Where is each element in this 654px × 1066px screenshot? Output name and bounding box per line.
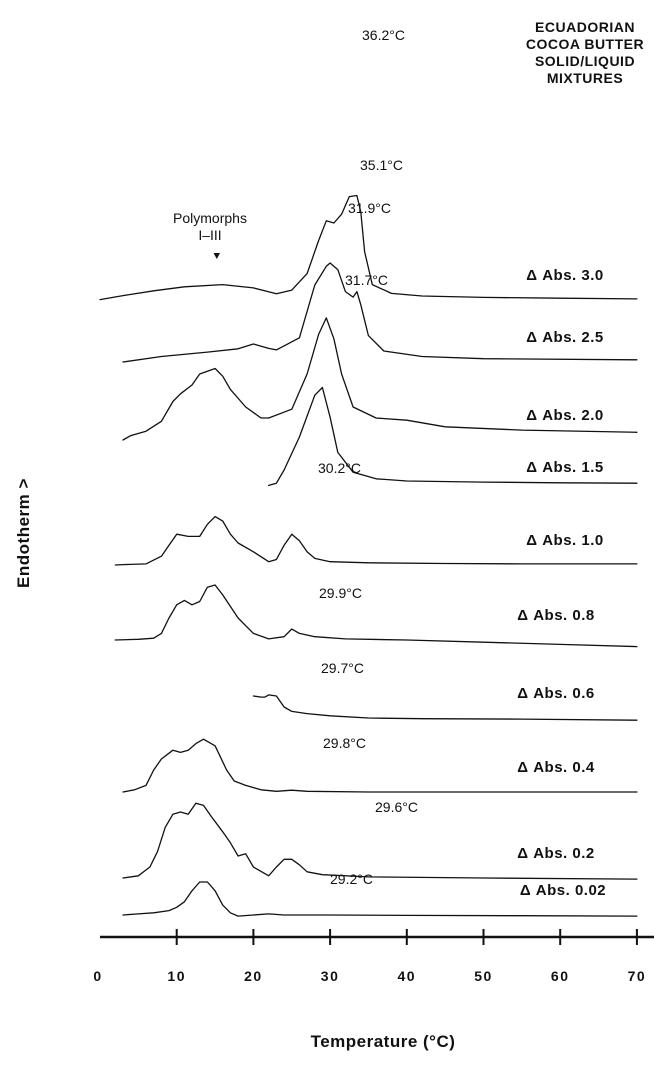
curve-3 <box>122 317 638 441</box>
curve-label-8: Δ Abs. 0.4 <box>517 759 595 776</box>
curve-label-6: Δ Abs. 0.8 <box>517 607 594 624</box>
polymorph-marker-icon <box>213 253 220 259</box>
curve-7 <box>252 694 638 721</box>
peak-label-3: 31.9°C <box>348 200 391 216</box>
x-tick-label-20: 20 <box>244 968 263 984</box>
x-tick-label-10: 10 <box>167 968 186 984</box>
polymorph-annotation: Polymorphs I–III <box>173 210 247 259</box>
curve-2 <box>122 262 638 363</box>
curve-6 <box>114 584 638 648</box>
title-line-3: SOLID/LIQUID <box>535 53 635 69</box>
title-line-2: COCOA BUTTER <box>526 36 644 52</box>
x-tick-label-70: 70 <box>628 968 647 984</box>
peak-label-5: 30.2°C <box>318 460 361 476</box>
x-tick-label-30: 30 <box>321 968 340 984</box>
curve-label-5: Δ Abs. 1.0 <box>526 532 603 549</box>
curve-4 <box>268 386 638 487</box>
curve-9 <box>122 802 638 880</box>
curve-label-4: Δ Abs. 1.5 <box>526 459 603 476</box>
peak-label-9: 29.6°C <box>375 799 418 815</box>
curve-label-9: Δ Abs. 0.2 <box>517 845 594 862</box>
peak-label-7: 29.7°C <box>321 660 364 676</box>
curve-labels-group: Δ Abs. 3.0 Δ Abs. 2.5 Δ Abs. 2.0 Δ Abs. 1.5… <box>517 267 606 899</box>
curve-label-1: Δ Abs. 3.0 <box>526 267 603 284</box>
peak-label-6: 29.9°C <box>319 585 362 601</box>
title-line-1: ECUADORIAN <box>535 19 635 35</box>
chart-title: ECUADORIAN COCOA BUTTER SOLID/LIQUID MIX… <box>526 19 644 86</box>
x-axis-title: Temperature (°C) <box>311 1032 456 1051</box>
curve-8 <box>122 738 638 793</box>
peak-label-10: 29.2°C <box>330 871 373 887</box>
x-ticks-group: 0 10 20 30 40 50 60 70 <box>93 929 647 984</box>
curve-label-3: Δ Abs. 2.0 <box>526 407 603 424</box>
curve-1 <box>99 194 638 301</box>
peak-label-8: 29.8°C <box>323 735 366 751</box>
curve-label-7: Δ Abs. 0.6 <box>517 685 594 702</box>
curve-label-2: Δ Abs. 2.5 <box>526 329 603 346</box>
x-tick-label-40: 40 <box>398 968 417 984</box>
peak-labels-group: 36.2°C 35.1°C 31.9°C 31.7°C 30.2°C 29.9°C 29.7… <box>318 27 418 887</box>
curve-label-10: Δ Abs. 0.02 <box>520 882 606 899</box>
polymorph-label-line-1: Polymorphs <box>173 210 247 226</box>
x-tick-label-50: 50 <box>474 968 493 984</box>
y-axis-title: Endotherm > <box>14 478 33 588</box>
x-tick-label-60: 60 <box>551 968 570 984</box>
peak-label-2: 35.1°C <box>360 157 403 173</box>
x-tick-label-0: 0 <box>93 968 102 984</box>
polymorph-label-line-2: I–III <box>198 227 221 243</box>
curves-group <box>99 194 638 917</box>
peak-label-1: 36.2°C <box>362 27 405 43</box>
curve-5 <box>114 515 638 566</box>
title-line-4: MIXTURES <box>547 70 623 86</box>
peak-label-4: 31.7°C <box>345 272 388 288</box>
curve-10 <box>122 881 638 917</box>
